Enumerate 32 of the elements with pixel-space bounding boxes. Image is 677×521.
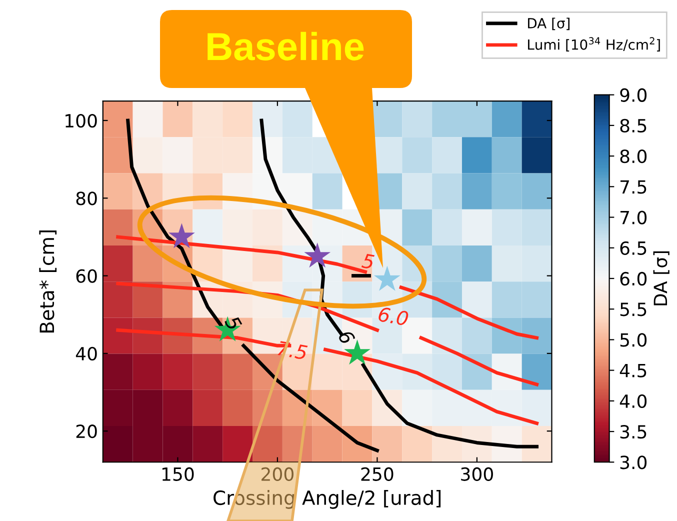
annotation: 6 — [338, 329, 356, 346]
color-bar-label: 8.0 — [620, 150, 647, 164]
y-tick-label: 20 — [76, 424, 97, 438]
color-bar-label: 5.0 — [620, 333, 647, 347]
legend-label: Lumi [10$^{34}$ Hz/cm$^{2}$] — [528, 37, 660, 52]
color-bar-label: 5.5 — [620, 302, 646, 316]
y-tick-label: 80 — [76, 192, 97, 206]
point — [374, 266, 400, 291]
annotation: 6.0 — [378, 306, 409, 326]
color-bar-label: 3.5 — [620, 424, 646, 439]
annotation: 5 — [224, 314, 242, 332]
y-tick-label: 60 — [76, 269, 97, 283]
color-bar-label: 9.0 — [620, 88, 647, 102]
color-bar-title: DA [σ] — [653, 251, 670, 306]
y-tick-label: 40 — [76, 346, 97, 361]
color-bar-label: 6.5 — [620, 241, 646, 255]
legend-label: DA [σ] — [528, 18, 570, 30]
x-tick-label: 300 — [461, 467, 493, 481]
color-bar-label: 8.5 — [620, 118, 646, 133]
y-tick-label: 100 — [66, 114, 97, 128]
color-bar-label: 7.0 — [620, 210, 647, 224]
color-bar-label: 4.0 — [620, 394, 647, 408]
annotation: 5 — [361, 253, 375, 270]
x-tick-label: 200 — [262, 467, 294, 481]
y-axis-title: Beta* [cm] — [39, 230, 57, 332]
text: Baseline — [208, 32, 364, 60]
color-bar-label: 4.5 — [620, 364, 646, 378]
x-tick-label: 250 — [361, 467, 394, 481]
color-bar-label: 3.0 — [620, 456, 647, 470]
color-bar-label: 7.5 — [620, 180, 646, 194]
color-bar-label: 6.0 — [620, 272, 647, 286]
x-tick-label: 150 — [162, 467, 194, 481]
